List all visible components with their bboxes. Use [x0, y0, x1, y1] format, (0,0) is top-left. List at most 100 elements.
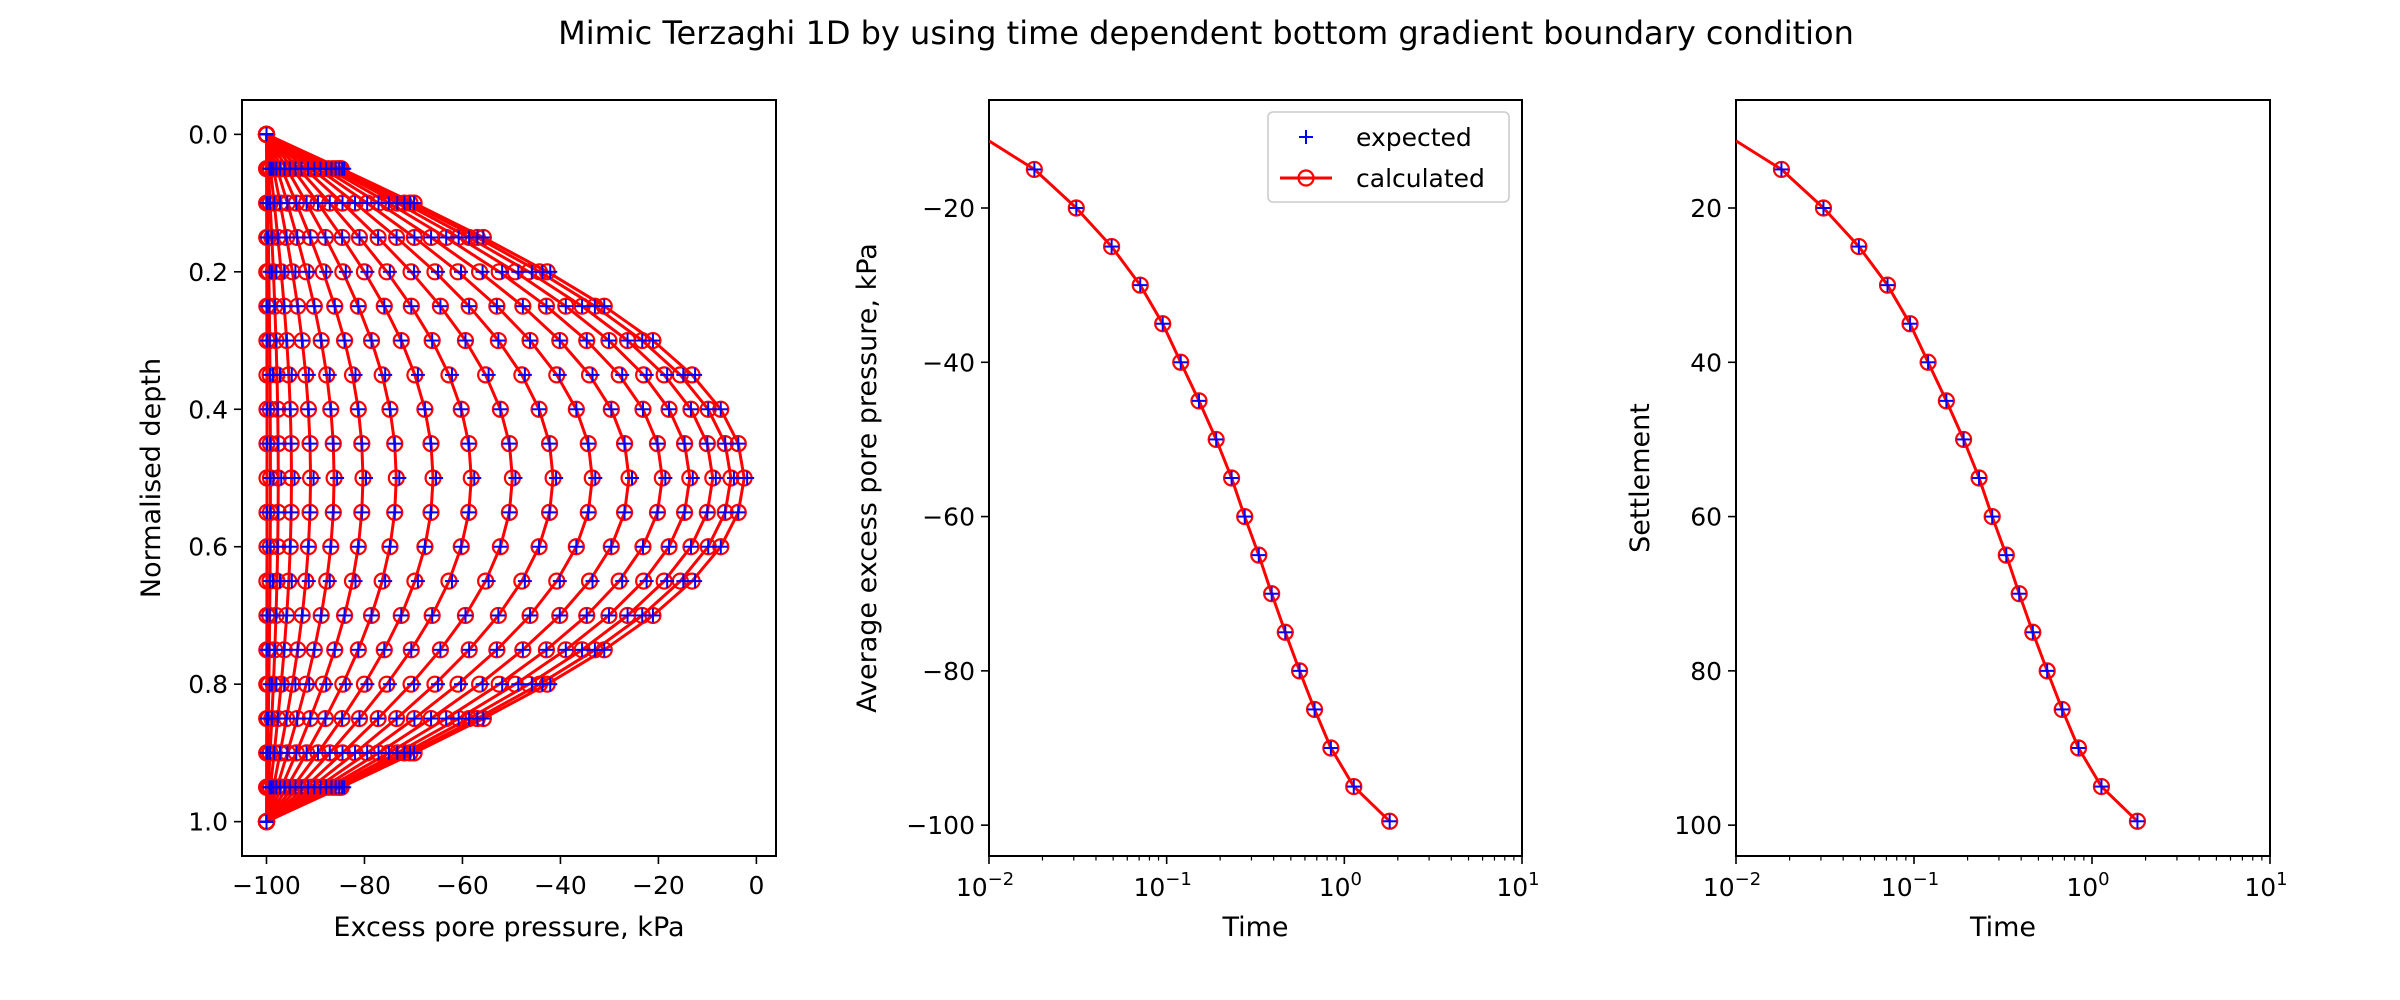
isochrone-point-circle — [335, 606, 354, 625]
y-tick-label: 20 — [1690, 194, 1722, 223]
isochrone-point-circle — [489, 331, 507, 350]
calculated-point — [1290, 662, 1309, 680]
average-pore-pressure-panel: 10−2 10−1 100 101−20−40−60−80−100TimeAverag… — [852, 99, 1540, 943]
isochrone-point-circle — [491, 400, 509, 418]
x-tick-base: 10 — [1881, 873, 1913, 902]
isochrone-point-circle — [537, 297, 556, 315]
x-tick-label: 100 — [1319, 869, 1362, 902]
x-tick-exponent: −2 — [1735, 869, 1762, 890]
calculated-point — [1970, 469, 1988, 487]
isochrone-point-circle — [301, 435, 319, 453]
x-tick-label: 10−2 — [956, 869, 1014, 902]
isochrone-point-circle — [402, 641, 420, 659]
isochrone-point-circle — [375, 641, 393, 659]
calculated-point — [2038, 662, 2056, 680]
isochrone-point-circle — [349, 297, 367, 315]
isochrone-point-circle — [324, 503, 342, 521]
isochrone-point-circle — [299, 538, 318, 556]
calculated-point — [1103, 237, 1121, 256]
calculated-series — [1736, 139, 2147, 830]
y-axis-label: Normalised depth — [136, 358, 167, 598]
isochrone-point-circle — [557, 297, 575, 315]
calculated-point — [1937, 392, 1955, 410]
y-tick-label: 60 — [1690, 503, 1722, 532]
calculated-point — [1305, 700, 1324, 719]
y-tick-label: −60 — [922, 503, 975, 532]
isochrone-point-circle — [349, 538, 367, 556]
x-tick-label: 0 — [748, 871, 764, 900]
isochrone-point-circle — [456, 331, 475, 350]
isochrone-point-circle — [353, 503, 371, 521]
x-tick-exponent: 0 — [2098, 869, 2109, 890]
isochrone-point-circle — [362, 606, 381, 625]
calculated-point — [1983, 507, 2001, 526]
x-tick-label: −60 — [436, 871, 489, 900]
isochrone-point-circle — [698, 503, 716, 521]
isochrone-point-circle — [257, 125, 276, 143]
isochrone-point-circle — [316, 709, 335, 728]
x-tick-base: 10 — [1319, 873, 1351, 902]
y-tick-label: −100 — [906, 811, 975, 840]
x-tick-label: 10−2 — [1703, 869, 1761, 902]
isochrone-point-circle — [579, 503, 597, 521]
isochrone-point-circle — [312, 331, 330, 350]
isochrone-point-circle — [578, 606, 596, 625]
calculated-point — [1276, 623, 1294, 641]
isochrone-point-circle — [349, 400, 367, 418]
isochrone-point-circle — [579, 435, 597, 453]
x-tick-exponent: −1 — [1165, 869, 1192, 890]
isochrone-point-circle — [326, 641, 344, 659]
calculated-point — [1223, 469, 1241, 487]
calculated-point — [1025, 160, 1043, 179]
isochrone-point-circle — [333, 228, 351, 247]
isochrone-point-circle — [405, 228, 424, 247]
isochrone-point-circle — [698, 435, 716, 453]
isochrone-point-circle — [350, 228, 369, 247]
figure-title: Mimic Terzaghi 1D by using time dependen… — [558, 14, 1854, 52]
isochrone-point-circle — [386, 503, 404, 521]
calculated-point — [2128, 812, 2147, 830]
calculated-point — [1381, 812, 1399, 830]
isochrone-point-circle — [333, 709, 351, 728]
calculated-point — [2010, 585, 2028, 603]
calculated-point — [1250, 546, 1268, 564]
isochrone-point-circle — [423, 606, 441, 625]
calculated-point — [1322, 739, 1340, 757]
isochrone-point-circle — [551, 606, 569, 625]
isochrone-point-circle — [540, 435, 559, 453]
x-tick-exponent: 0 — [1351, 869, 1362, 890]
plot-area — [989, 139, 1399, 830]
isochrone-point-circle — [293, 606, 311, 625]
isochrone-point-circle — [423, 331, 441, 350]
y-tick-label: 1.0 — [188, 808, 228, 837]
y-tick-label: 0.8 — [188, 670, 228, 699]
isochrone-point-circle — [537, 641, 556, 659]
calculated-point — [1772, 160, 1791, 179]
calculated-point — [1878, 276, 1897, 294]
calculated-point — [1207, 430, 1225, 449]
calculated-line — [989, 139, 1391, 823]
isochrone-point-circle — [375, 297, 393, 315]
isochrone-point-circle — [675, 503, 694, 521]
calculated-point — [2053, 700, 2071, 719]
isochrone-point-circle — [388, 228, 406, 247]
legend-calculated-marker — [1297, 169, 1315, 187]
isochrone-point-circle — [660, 538, 678, 556]
isochrone-point-circle — [299, 400, 318, 418]
isochrone-point-circle — [257, 813, 276, 831]
isochrone-point-circle — [326, 297, 344, 315]
isochrone-point-circle — [362, 331, 381, 350]
plot-area — [257, 125, 755, 831]
plot-area — [1736, 139, 2147, 830]
isochrone-point-circle — [369, 228, 387, 247]
isochrone-point-circle — [322, 538, 340, 556]
isochrone-point-circle — [316, 228, 335, 247]
isochrone-point-circle — [422, 503, 440, 521]
isochrone-point-circle — [648, 503, 667, 521]
x-axis-label: Time — [1969, 912, 2036, 943]
isochrone-point-circle — [460, 435, 478, 453]
expected-series — [1027, 162, 1397, 829]
isochrone-point-circle — [530, 538, 548, 556]
y-tick-label: 40 — [1690, 348, 1722, 377]
panels: −100 −80 −60 −40 −20 00.00.20.40.60.81.0Exces… — [136, 99, 2288, 943]
